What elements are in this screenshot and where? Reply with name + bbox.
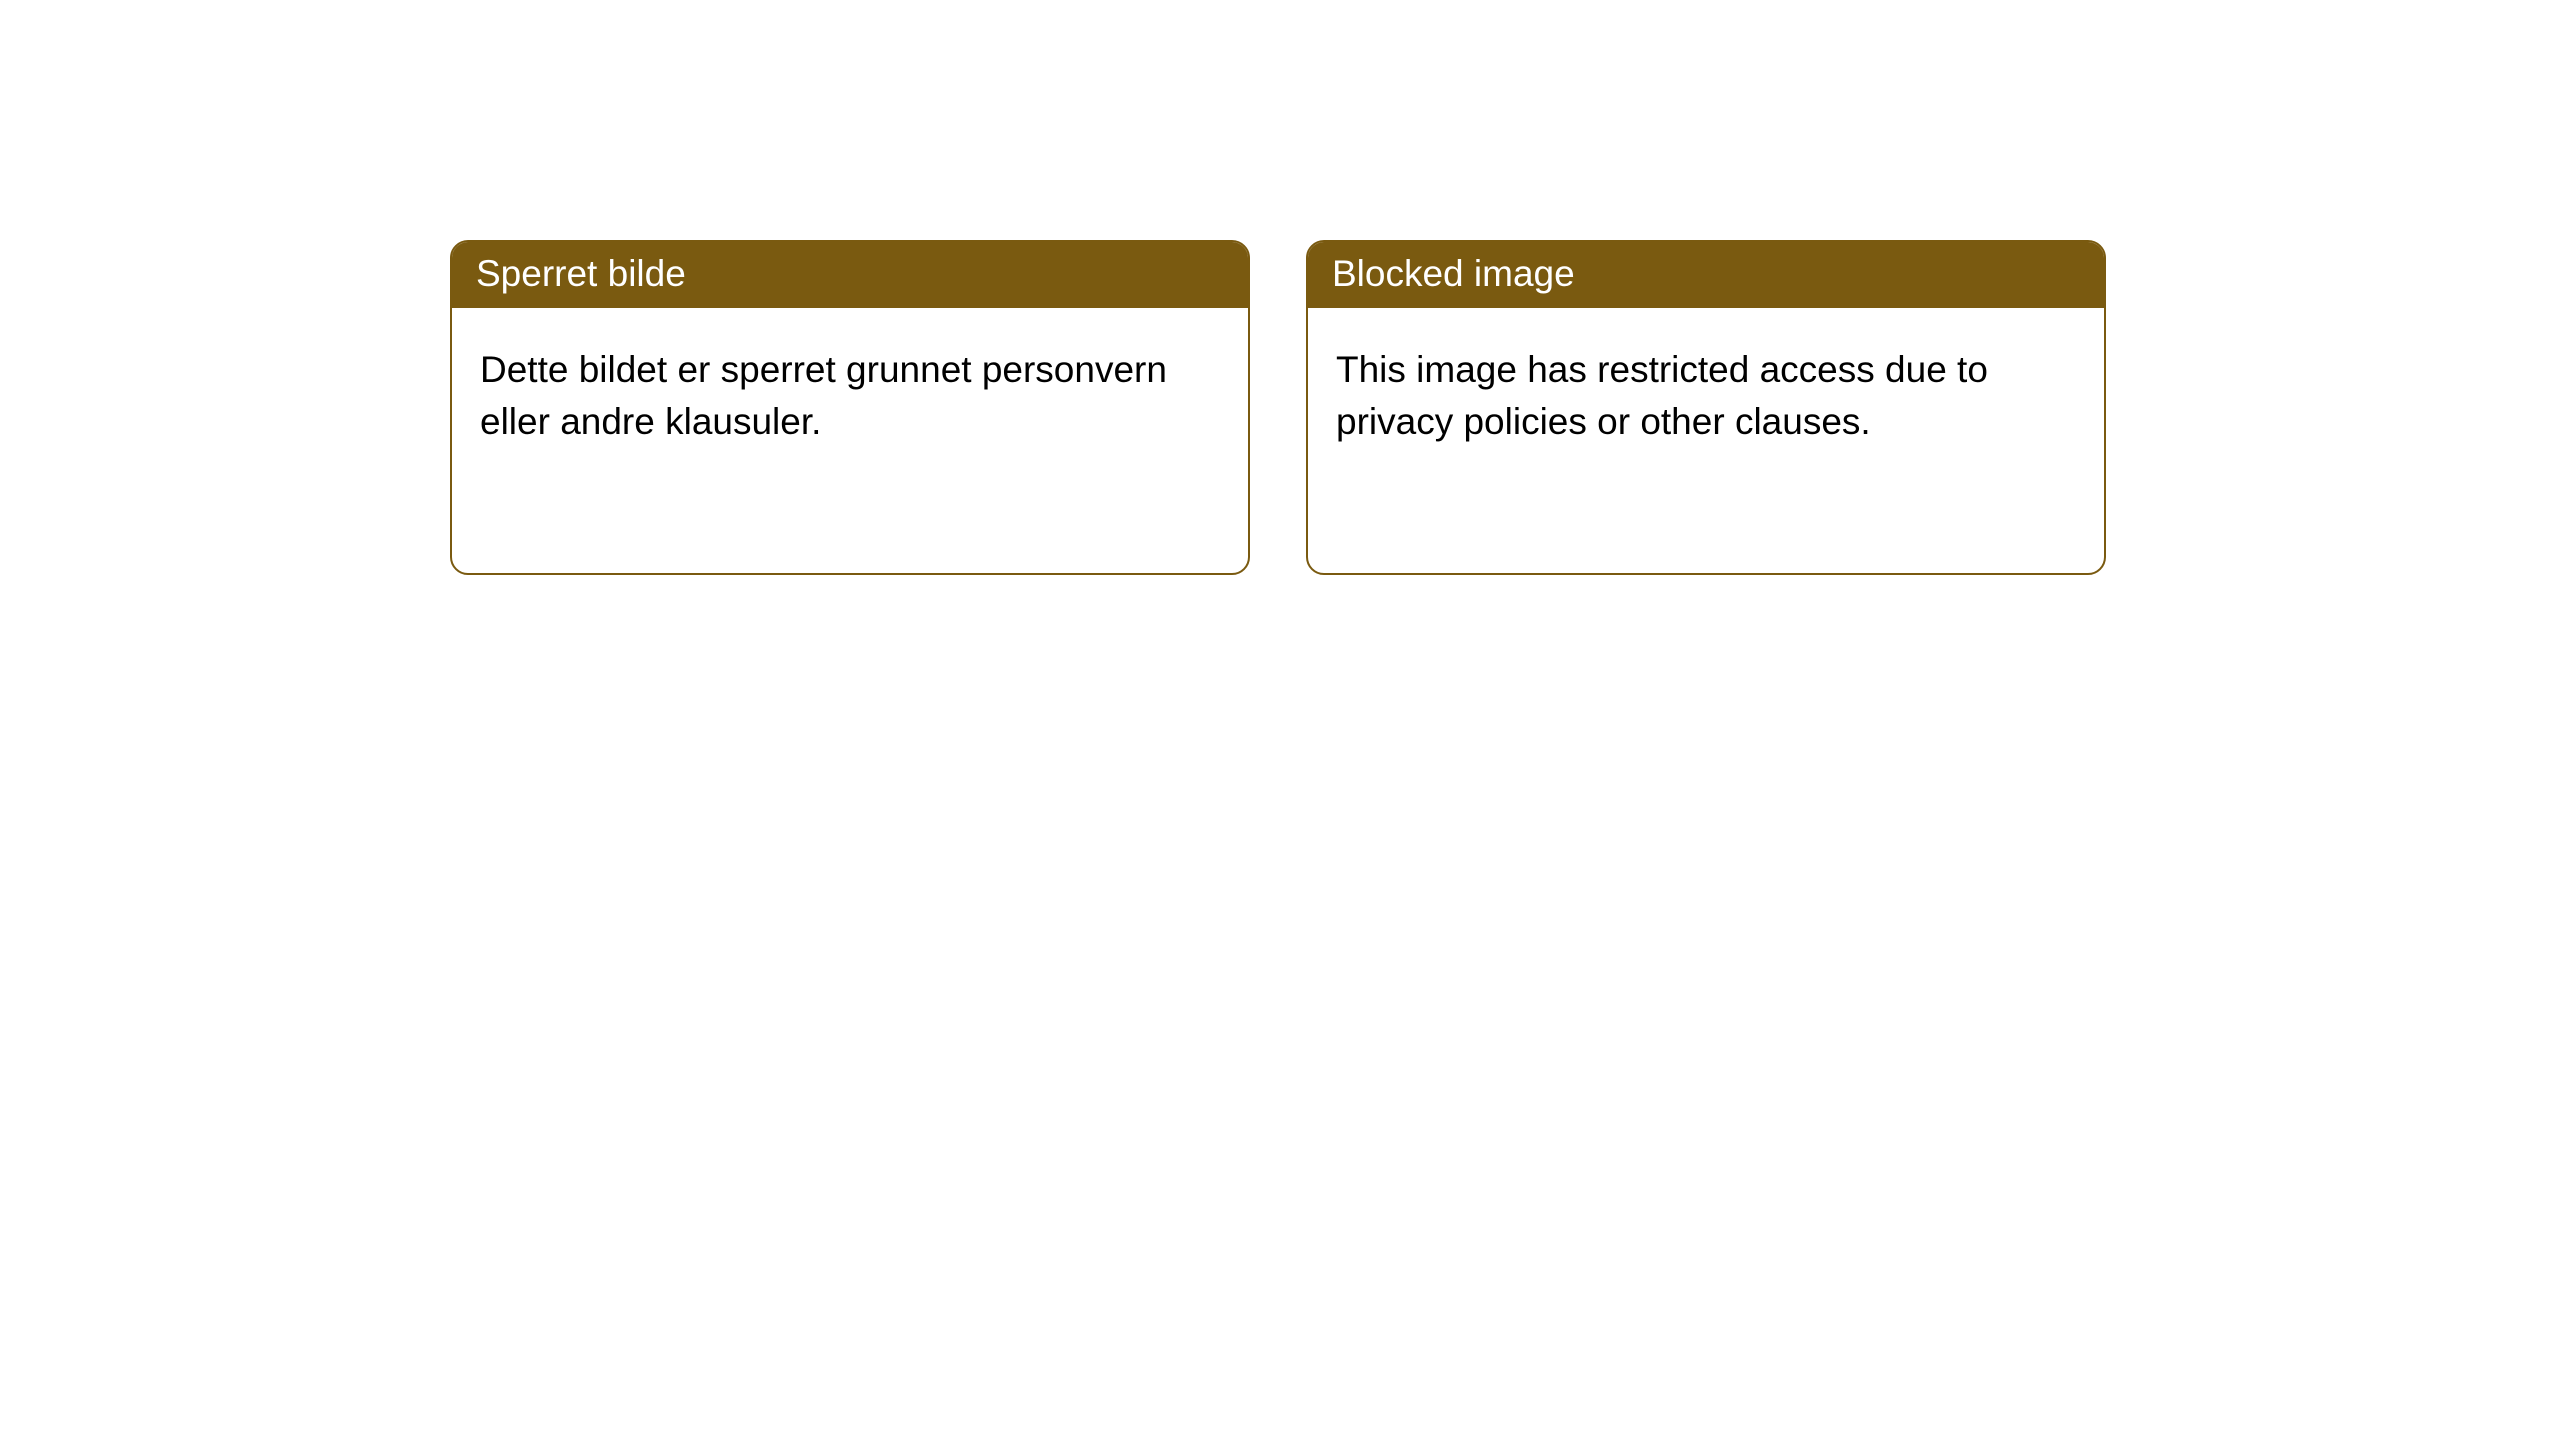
- card-container: Sperret bilde Dette bildet er sperret gr…: [0, 0, 2560, 575]
- card-body-no: Dette bildet er sperret grunnet personve…: [452, 308, 1248, 573]
- card-body-en: This image has restricted access due to …: [1308, 308, 2104, 573]
- card-header-no: Sperret bilde: [452, 242, 1248, 308]
- blocked-image-card-no: Sperret bilde Dette bildet er sperret gr…: [450, 240, 1250, 575]
- card-header-en: Blocked image: [1308, 242, 2104, 308]
- blocked-image-card-en: Blocked image This image has restricted …: [1306, 240, 2106, 575]
